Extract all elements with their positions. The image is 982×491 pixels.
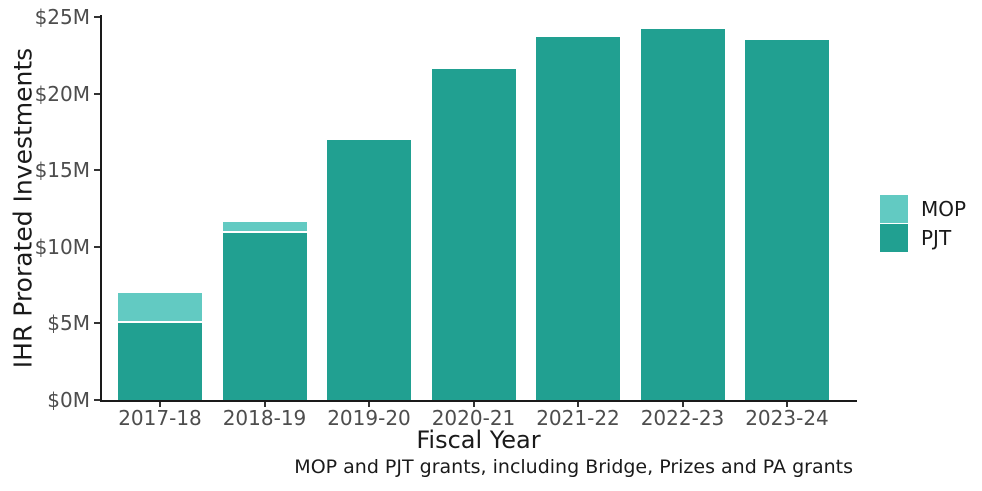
legend: MOP PJT [880, 195, 966, 253]
y-tick-mark [94, 399, 100, 401]
bar-segment-pjt-2021-22 [536, 36, 620, 400]
y-tick-label: $15M [34, 158, 90, 183]
legend-swatch-mop [880, 195, 908, 223]
bar-segment-pjt-2023-24 [745, 39, 829, 400]
x-tick-mark [263, 402, 266, 407]
y-tick-mark [94, 322, 100, 325]
x-tick-mark [472, 402, 475, 407]
y-tick-mark [94, 92, 100, 95]
bar-segment-pjt-2017-18 [118, 323, 202, 400]
y-tick-mark [94, 169, 100, 172]
y-tick-mark [94, 245, 100, 248]
x-axis-title: Fiscal Year [416, 426, 541, 454]
bar-segment-mop-2018-19 [222, 222, 307, 234]
y-tick-mark [94, 16, 100, 18]
legend-label-pjt: PJT [921, 226, 952, 250]
bar-segment-pjt-2018-19 [222, 233, 307, 400]
x-tick-mark [159, 402, 161, 407]
bar-segment-pjt-2019-20 [327, 139, 411, 400]
y-tick-label: $25M [34, 5, 90, 29]
bar-segment-mop-2017-18 [118, 292, 202, 324]
y-tick-label: $0M [47, 388, 90, 412]
legend-label-mop: MOP [921, 197, 967, 221]
y-tick-label: $10M [34, 234, 90, 259]
y-tick-label: $20M [34, 81, 90, 106]
bar-segment-pjt-2020-21 [431, 69, 516, 400]
x-tick-label-2018-19: 2018-19 [222, 406, 307, 430]
x-tick-mark [577, 402, 579, 407]
plot-panel: $0M $5M $10M $15M $20M $25M 2017-18 2018-19 2019… [35, 5, 857, 430]
x-tick-label-2019-20: 2019-20 [327, 406, 411, 430]
x-tick-label-2017-18: 2017-18 [118, 406, 202, 430]
x-tick-mark [786, 402, 788, 407]
x-tick-mark [368, 402, 370, 407]
x-tick-label-2021-22: 2021-22 [536, 406, 620, 430]
legend-swatch-pjt [880, 224, 908, 252]
legend-item-mop: MOP [880, 195, 966, 223]
y-tick-label: $5M [47, 311, 90, 336]
x-tick-label-2022-23: 2022-23 [640, 406, 725, 430]
x-tick-label-2020-21: 2020-21 [431, 406, 516, 430]
chart-caption: MOP and PJT grants, including Bridge, Pr… [294, 456, 853, 478]
bar-segment-pjt-2022-23 [640, 29, 725, 400]
x-tick-label-2023-24: 2023-24 [745, 406, 829, 430]
x-tick-mark [681, 402, 684, 407]
legend-item-pjt: PJT [880, 224, 966, 252]
